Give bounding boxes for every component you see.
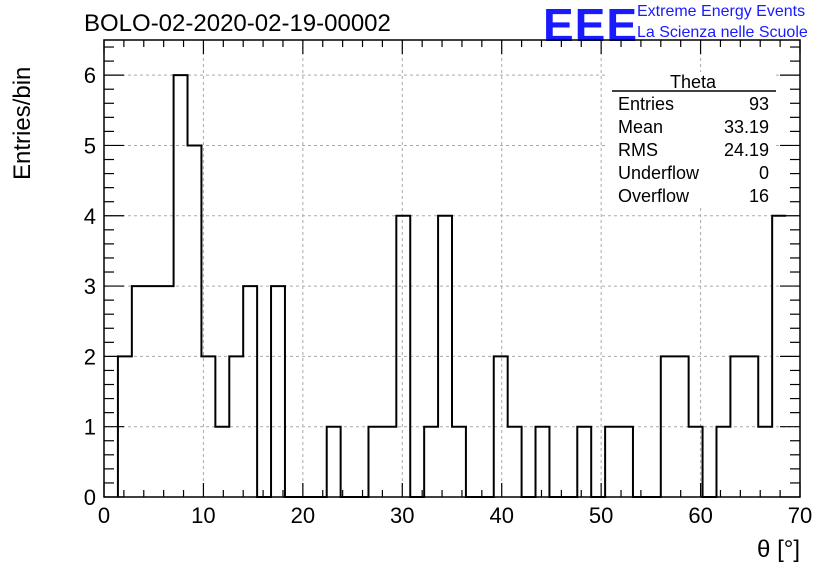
y-tick-label: 6 [84,63,96,88]
histogram-bin [271,286,285,497]
x-tick-label: 10 [191,503,215,528]
histogram-bin [160,286,174,497]
axis-tick-labels: 0 10 20 30 40 50 60 70 0 1 2 3 4 5 6 [84,63,812,528]
stats-row-label: Entries [618,94,674,114]
y-tick-label: 0 [84,485,96,510]
histogram-bin [188,145,202,497]
y-tick-label: 1 [84,415,96,440]
histogram-bin [382,427,396,497]
histogram-bin [508,427,522,497]
x-tick-label: 60 [688,503,712,528]
x-axis-label: θ [°] [757,536,800,563]
chart-title: BOLO-02-2020-02-19-00002 [84,10,391,37]
histogram-bin [536,427,550,497]
stats-row-label: RMS [618,140,658,160]
plot-frame [103,39,801,498]
eee-logo-line1: Extreme Energy Events [637,3,806,20]
x-tick-label: 50 [589,503,613,528]
histogram-bin [174,75,188,497]
histogram-bin [215,427,229,497]
y-axis-label: Entries/bin [9,67,36,180]
histogram-bin [132,286,146,497]
x-tick-label: 30 [390,503,414,528]
histogram-bin [368,427,382,497]
histogram-bin [758,427,772,497]
stats-row-value: 33.19 [724,117,769,137]
x-tick-label: 40 [489,503,513,528]
histogram-bin [424,427,438,497]
stats-row-value: 16 [749,186,769,206]
y-tick-label: 3 [84,274,96,299]
stats-row-label: Underflow [618,163,700,183]
y-tick-label: 4 [84,204,96,229]
stats-row-value: 0 [759,163,769,183]
histogram-series [116,74,787,498]
x-tick-label: 70 [788,503,812,528]
histogram-bin [605,427,619,497]
histogram-bin [577,427,591,497]
eee-logo-line2: La Scienza nelle Scuole [637,24,808,41]
histogram-bin [619,427,633,497]
histogram-bin [452,427,466,497]
stats-row-label: Overflow [618,186,690,206]
histogram-bin [146,286,160,497]
axis-ticks [103,40,801,498]
histogram-bin [243,286,257,497]
x-tick-label: 0 [98,503,110,528]
histogram-line [116,74,787,498]
histogram-bin [716,427,730,497]
stats-row-value: 24.19 [724,140,769,160]
stats-box-background [608,72,776,208]
stats-box: Theta Entries 93 Mean 33.19 RMS 24.19 Underflo… [608,72,776,208]
stats-row-value: 93 [749,94,769,114]
stats-box-title: Theta [670,72,717,92]
stats-row-label: Mean [618,117,663,137]
y-tick-label: 5 [84,133,96,158]
histogram-bin [327,427,341,497]
x-tick-label: 20 [291,503,315,528]
y-tick-label: 2 [84,344,96,369]
